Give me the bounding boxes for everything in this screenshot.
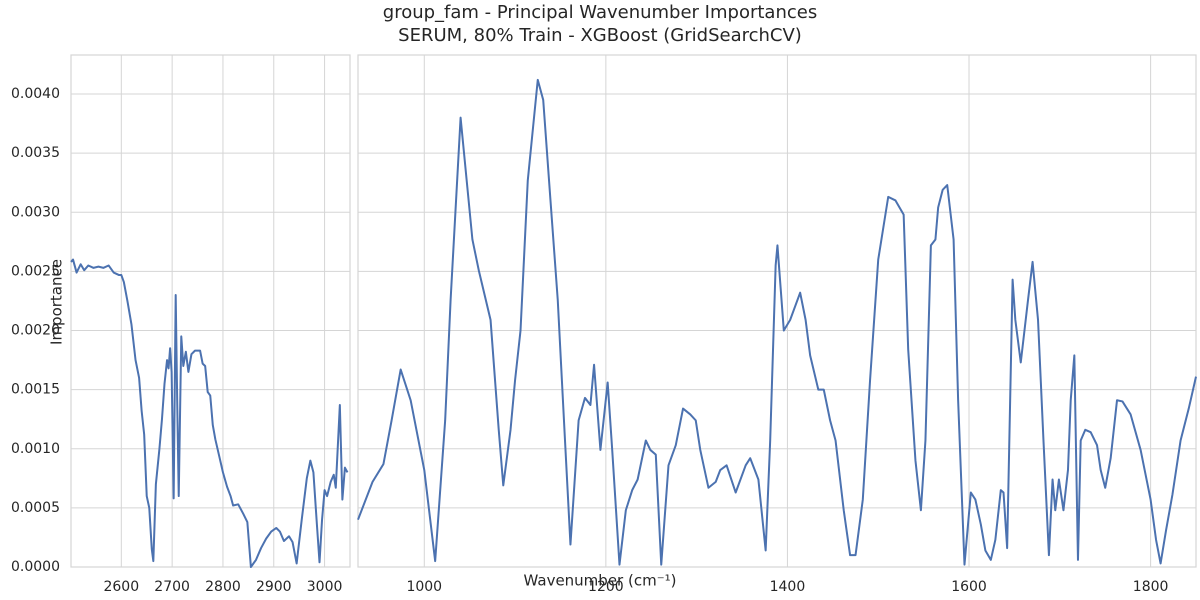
y-tick-label: 0.0040 [11, 86, 60, 102]
y-tick-label: 0.0035 [11, 145, 60, 161]
x-axis-label: Wavenumber (cm⁻¹) [524, 572, 677, 590]
importance-line [357, 78, 1197, 566]
y-tick-label: 0.0015 [11, 382, 60, 398]
x-tick-label: 1000 [406, 579, 442, 595]
x-tick-label: 2800 [205, 579, 241, 595]
x-tick-label: 2700 [154, 579, 190, 595]
x-tick-label: 1600 [951, 579, 987, 595]
y-tick-label: 0.0005 [11, 500, 60, 516]
chart-subtitle: SERUM, 80% Train - XGBoost (GridSearchCV… [398, 25, 802, 46]
x-tick-label: 1400 [770, 579, 806, 595]
chart-title: group_fam - Principal Wavenumber Importa… [383, 2, 817, 23]
y-tick-label: 0.0000 [11, 559, 60, 575]
x-tick-label: 3000 [307, 579, 343, 595]
x-tick-label: 1200 [588, 579, 624, 595]
y-tick-label: 0.0020 [11, 323, 60, 339]
y-tick-label: 0.0030 [11, 204, 60, 220]
plot-frame [70, 54, 351, 568]
y-axis-label: Importance [48, 259, 66, 345]
y-tick-label: 0.0025 [11, 263, 60, 279]
y-tick-label: 0.0010 [11, 441, 60, 457]
importance-line [70, 258, 349, 568]
x-tick-label: 2900 [256, 579, 292, 595]
x-tick-label: 1800 [1133, 579, 1169, 595]
x-tick-label: 2600 [103, 579, 139, 595]
plot-frame [357, 54, 1197, 568]
